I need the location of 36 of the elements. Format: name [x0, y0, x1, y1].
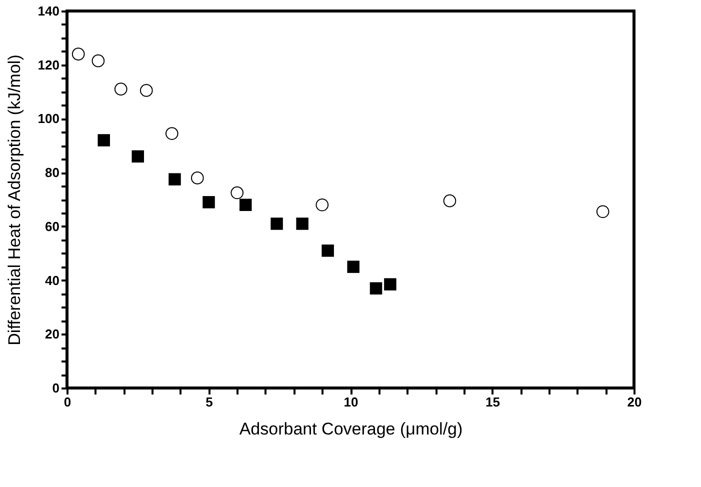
y-tick-label: 40	[45, 272, 60, 288]
point	[132, 150, 144, 163]
point	[384, 278, 396, 290]
point	[165, 127, 178, 140]
point	[443, 194, 456, 208]
point	[72, 48, 85, 60]
y-tick-label: 20	[45, 326, 60, 342]
point	[98, 134, 110, 146]
y-tick-label: 140	[38, 4, 60, 18]
point	[316, 198, 329, 212]
point	[168, 173, 181, 186]
point	[239, 198, 252, 212]
y-tick-label: 60	[45, 218, 60, 234]
y-axis-title: Differential Heat of Adsorption (kJ/mol)	[4, 54, 24, 346]
point	[322, 244, 334, 257]
point	[370, 282, 382, 294]
point	[347, 260, 360, 273]
point	[92, 54, 105, 68]
point	[596, 205, 610, 218]
y-tick-label: 120	[38, 57, 60, 72]
x-tick-label: 20	[627, 394, 642, 410]
y-tick-label: 100	[38, 111, 60, 126]
y-tick-label: 0	[52, 380, 60, 396]
y-tick-label: 80	[45, 165, 60, 180]
point	[230, 186, 244, 200]
point	[270, 218, 283, 230]
x-tick-label: 10	[344, 394, 358, 410]
point	[296, 218, 308, 230]
x-axis-title: Adsorbant Coverage (μmol/g)	[239, 420, 463, 438]
point	[202, 196, 215, 208]
point	[140, 84, 153, 97]
x-tick-label: 0	[64, 394, 72, 410]
point	[190, 172, 204, 184]
x-tick-label: 15	[486, 394, 500, 410]
point	[114, 82, 128, 96]
x-tick-label: 5	[206, 394, 213, 410]
